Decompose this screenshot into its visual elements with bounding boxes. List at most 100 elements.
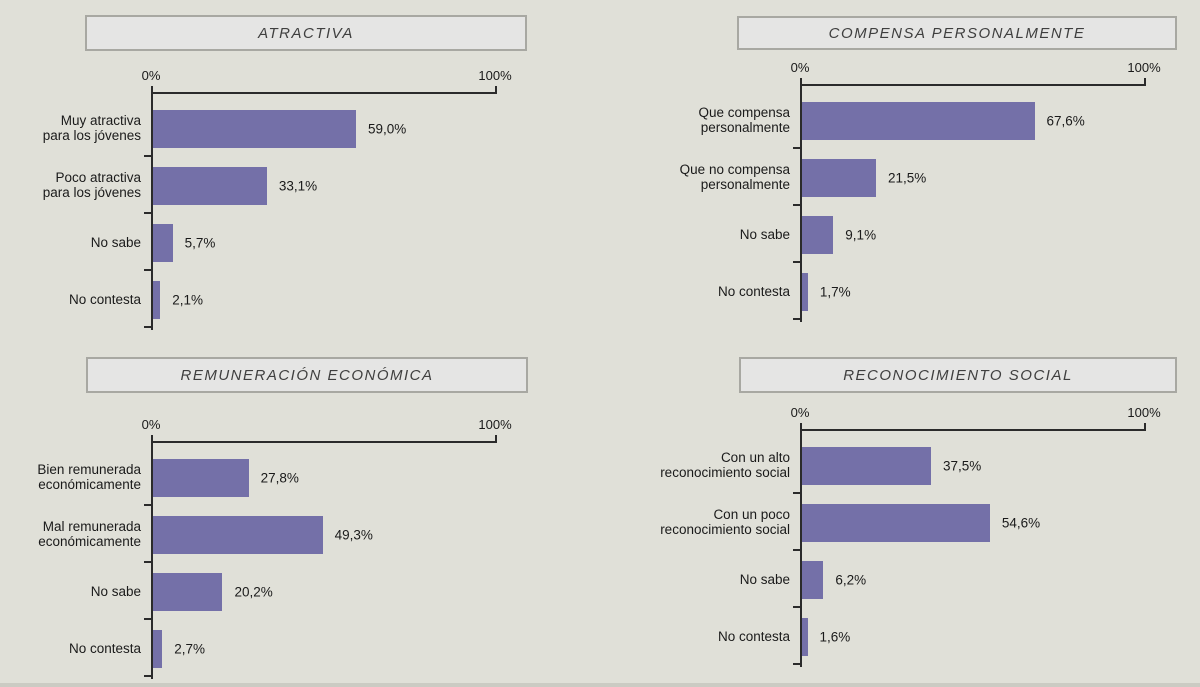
chart-row: Bien remunerada económicamente 27,8% (37, 449, 631, 506)
chart-row: No contesta 1,7% (718, 263, 1200, 320)
chart-row: No contesta 1,6% (718, 608, 1200, 665)
category-label: Mal remunerada económicamente (38, 518, 141, 550)
axis-tick-label-0: 0% (141, 68, 161, 83)
chart-row: Con un alto reconocimiento social 37,5% (660, 437, 1200, 494)
y-axis (800, 423, 802, 667)
bar (153, 572, 223, 611)
bar (153, 458, 249, 497)
y-axis (151, 86, 153, 330)
axis-tick-label-100: 100% (478, 68, 512, 83)
chart-row: Que no compensa personalmente 21,5% (680, 149, 1200, 206)
chart-row: No contesta 2,1% (69, 271, 631, 328)
chart-row: No sabe 5,7% (91, 214, 631, 271)
y-axis-tick (793, 549, 800, 551)
y-axis-tick (793, 204, 800, 206)
axis-tick-label-0: 0% (141, 417, 161, 432)
category-label: No sabe (739, 571, 790, 587)
bar (802, 446, 931, 485)
chart-title-box: RECONOCIMIENTO SOCIAL (739, 357, 1177, 393)
bar (802, 215, 834, 254)
category-label: No contesta (68, 640, 141, 656)
category-label: No sabe (90, 583, 141, 599)
value-label: 20,2% (234, 584, 273, 599)
bar (153, 515, 323, 554)
bar (802, 101, 1035, 140)
y-axis-tick (144, 504, 151, 506)
category-label: No contesta (68, 291, 141, 307)
bar (153, 109, 356, 148)
axis-tick-label-100: 100% (1127, 405, 1161, 420)
y-axis-tick (793, 606, 800, 608)
x-axis (800, 423, 1146, 431)
value-label: 9,1% (845, 227, 877, 242)
chart-title-box: REMUNERACIÓN ECONÓMICA (86, 357, 528, 393)
category-label: Con un poco reconocimiento social (660, 506, 790, 538)
bar-rows: Con un alto reconocimiento social 37,5% Co… (660, 437, 1200, 665)
y-axis-tick (793, 147, 800, 149)
value-label: 37,5% (943, 458, 982, 473)
bar (802, 158, 876, 197)
category-label: Con un alto reconocimiento social (660, 449, 790, 481)
category-label: Que compensa personalmente (698, 104, 790, 136)
y-axis (151, 435, 153, 679)
category-label: Que no compensa personalmente (679, 161, 790, 193)
value-label: 33,1% (278, 178, 318, 193)
category-label: No contesta (717, 283, 790, 299)
axis-tick-label-0: 0% (790, 405, 810, 420)
y-axis-tick (144, 561, 151, 563)
y-axis-tick (144, 618, 151, 620)
chart-title: COMPENSA PERSONALMENTE (828, 24, 1086, 42)
y-axis-tick (144, 155, 151, 157)
axis-tick-label-100: 100% (478, 417, 512, 432)
value-label: 5,7% (184, 235, 216, 250)
value-label: 1,6% (819, 629, 851, 644)
chart-row: Muy atractiva para los jóvenes 59,0% (43, 100, 631, 157)
category-label: No sabe (739, 226, 790, 242)
y-axis-tick (144, 675, 151, 677)
value-label: 54,6% (1001, 515, 1041, 530)
bar (153, 166, 267, 205)
chart-row: Con un poco reconocimiento social 54,6% (660, 494, 1200, 551)
chart-row: No sabe 9,1% (740, 206, 1200, 263)
value-label: 49,3% (334, 527, 373, 542)
bar-rows: Que compensa personalmente 67,6% Que no co… (680, 92, 1200, 320)
y-axis-tick (144, 212, 151, 214)
chart-row: Que compensa personalmente 67,6% (698, 92, 1200, 149)
y-axis-tick (793, 663, 800, 665)
chart-title: REMUNERACIÓN ECONÓMICA (180, 366, 434, 384)
value-label: 6,2% (835, 572, 867, 587)
y-axis-tick (144, 269, 151, 271)
value-label: 2,1% (172, 292, 203, 307)
value-label: 59,0% (367, 121, 407, 136)
value-label: 1,7% (819, 284, 851, 299)
value-label: 21,5% (887, 170, 927, 185)
x-axis (800, 78, 1146, 86)
bar (153, 629, 163, 668)
chart-row: No sabe 20,2% (91, 563, 631, 620)
bar-rows: Bien remunerada económicamente 27,8% Mal r… (37, 449, 631, 677)
category-label: No contesta (717, 628, 790, 644)
x-axis (151, 435, 497, 443)
y-axis-tick (793, 492, 800, 494)
bar (153, 223, 173, 262)
chart-row: No sabe 6,2% (740, 551, 1200, 608)
axis-tick-label-100: 100% (1127, 60, 1161, 75)
value-label: 67,6% (1046, 113, 1085, 128)
bar (802, 272, 808, 311)
chart-row: Poco atractiva para los jóvenes 33,1% (43, 157, 631, 214)
bottom-edge-strip (0, 683, 1200, 687)
y-axis-tick (793, 318, 800, 320)
chart-row: Mal remunerada económicamente 49,3% (38, 506, 631, 563)
chart-title-box: ATRACTIVA (85, 15, 527, 51)
x-axis (151, 86, 497, 94)
category-label: Muy atractiva para los jóvenes (42, 112, 141, 144)
axis-tick-label-0: 0% (790, 60, 810, 75)
category-label: Poco atractiva para los jóvenes (42, 169, 141, 201)
bar (802, 503, 990, 542)
bar-rows: Muy atractiva para los jóvenes 59,0% Poco … (43, 100, 631, 328)
chart-row: No contesta 2,7% (69, 620, 631, 677)
chart-title-box: COMPENSA PERSONALMENTE (737, 16, 1177, 50)
bar (802, 617, 808, 656)
category-label: Bien remunerada económicamente (37, 461, 141, 493)
